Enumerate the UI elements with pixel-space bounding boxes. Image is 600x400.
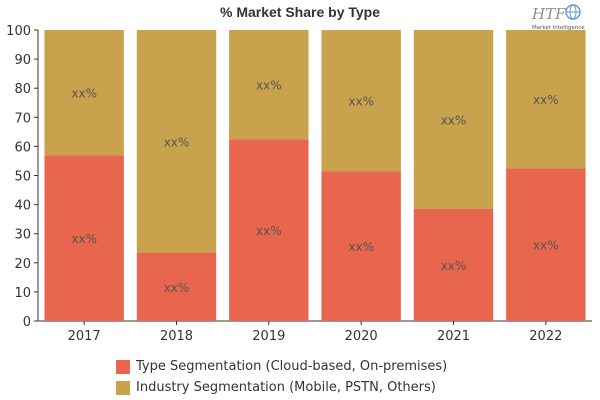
data-label: xx%: [71, 232, 97, 246]
legend-label-type: Type Segmentation (Cloud-based, On-premi…: [136, 359, 448, 374]
y-tick-label: 80: [14, 82, 31, 97]
bar-segment: [136, 252, 217, 321]
y-tick-label: 50: [14, 170, 31, 185]
bar-segment: [229, 139, 309, 321]
globe-icon: [565, 4, 581, 20]
data-label: xx%: [164, 135, 190, 149]
y-tick-label: 100: [6, 24, 31, 39]
chart-title: % Market Share by Type: [219, 4, 381, 20]
data-label: xx%: [348, 240, 374, 254]
bar-segment: [321, 30, 401, 172]
bar-segment: [413, 208, 494, 321]
data-label: xx%: [164, 281, 190, 295]
y-tick-label: 10: [14, 286, 31, 301]
legend-label-industry: Industry Segmentation (Mobile, PSTN, Oth…: [136, 380, 436, 395]
legend-item-type[interactable]: Type Segmentation (Cloud-based, On-premi…: [116, 356, 447, 377]
legend-swatch-type: [116, 359, 130, 374]
data-label: xx%: [441, 113, 467, 127]
data-label: xx%: [533, 93, 559, 107]
x-tick-label: 2017: [68, 329, 101, 344]
x-tick-label: 2018: [160, 329, 193, 344]
y-tick-label: 70: [14, 111, 31, 126]
y-tick-label: 30: [14, 228, 31, 243]
data-label: xx%: [533, 239, 559, 253]
bar-segment: [321, 171, 401, 321]
bar-segment: [413, 30, 494, 209]
data-label: xx%: [441, 259, 467, 273]
y-tick-label: 40: [14, 199, 31, 214]
bar-segment: [136, 30, 217, 253]
x-tick-label: 2020: [345, 329, 378, 344]
data-label: xx%: [256, 79, 282, 93]
y-tick-label: 90: [14, 53, 31, 68]
y-tick-label: 0: [23, 315, 31, 330]
x-tick-label: 2022: [529, 329, 562, 344]
brand-logo: HTF Market Intelligence: [528, 2, 592, 32]
legend-swatch-industry: [116, 380, 130, 395]
data-label: xx%: [256, 224, 282, 238]
logo-text: HTF: [531, 5, 566, 23]
bar-segment: [229, 30, 309, 140]
bar-segment: [506, 168, 586, 321]
data-label: xx%: [71, 87, 97, 101]
logo-subtext: Market Intelligence: [532, 25, 585, 31]
bar-segment: [44, 155, 124, 321]
bar-segment: [506, 30, 586, 169]
legend-item-industry[interactable]: Industry Segmentation (Mobile, PSTN, Oth…: [116, 377, 447, 398]
x-tick-label: 2021: [437, 329, 470, 344]
bar-segment: [44, 30, 124, 156]
y-tick-label: 60: [14, 140, 31, 155]
legend: Type Segmentation (Cloud-based, On-premi…: [116, 356, 447, 398]
x-tick-label: 2019: [252, 329, 285, 344]
y-tick-label: 20: [14, 257, 31, 272]
data-label: xx%: [348, 95, 374, 109]
